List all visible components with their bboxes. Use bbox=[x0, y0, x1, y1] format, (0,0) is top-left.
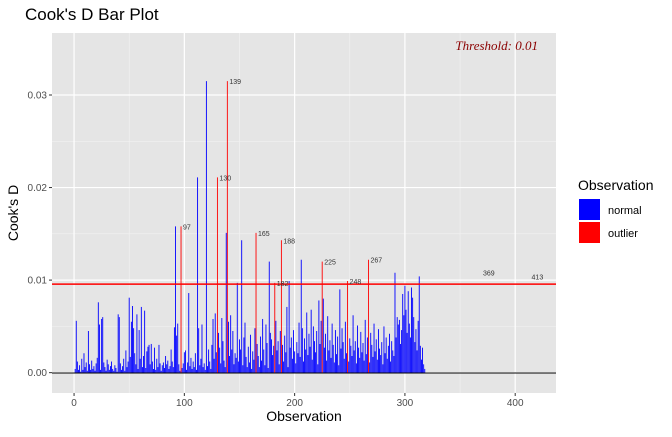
x-tick-label: 100 bbox=[176, 398, 193, 409]
x-tick-label: 0 bbox=[71, 398, 77, 409]
legend-swatch-outlier bbox=[579, 222, 600, 243]
outlier-label: 130 bbox=[219, 175, 231, 182]
x-axis-label: Observation bbox=[266, 408, 341, 424]
legend-label-normal: normal bbox=[608, 205, 642, 217]
y-tick-label: 0.01 bbox=[28, 276, 48, 287]
chart-title: Cook's D Bar Plot bbox=[25, 5, 159, 24]
y-tick-label: 0.00 bbox=[28, 368, 48, 379]
legend-swatch-normal bbox=[579, 199, 600, 220]
outlier-label: 139 bbox=[229, 79, 241, 86]
plot-panel bbox=[52, 33, 556, 393]
outlier-label: 248 bbox=[350, 279, 362, 286]
outlier-label: 182 bbox=[277, 281, 289, 288]
outlier-label: 413 bbox=[532, 274, 544, 281]
x-tick-label: 300 bbox=[397, 398, 414, 409]
y-tick-label: 0.02 bbox=[28, 183, 48, 194]
legend: Observation normal outlier bbox=[578, 177, 653, 243]
legend-label-outlier: outlier bbox=[608, 228, 638, 240]
outlier-label: 97 bbox=[183, 224, 191, 231]
x-tick-label: 200 bbox=[286, 398, 303, 409]
x-tick-label: 400 bbox=[507, 398, 524, 409]
bars bbox=[74, 81, 426, 373]
outlier-labels: 97 130 139 165 182 188 225 248 267 369 413 bbox=[183, 79, 543, 288]
outlier-label: 225 bbox=[324, 260, 336, 267]
legend-title: Observation bbox=[578, 177, 653, 193]
outlier-label: 267 bbox=[371, 258, 383, 265]
outlier-label: 188 bbox=[283, 238, 295, 245]
threshold-annotation: Threshold: 0.01 bbox=[455, 38, 538, 53]
outlier-label: 165 bbox=[258, 231, 270, 238]
y-tick-label: 0.03 bbox=[28, 91, 48, 102]
outlier-label: 369 bbox=[483, 271, 495, 278]
axes: 0 100 200 300 400 0.00 0.01 0.02 0.03 bbox=[28, 91, 524, 409]
y-axis-label: Cook's D bbox=[5, 185, 21, 241]
